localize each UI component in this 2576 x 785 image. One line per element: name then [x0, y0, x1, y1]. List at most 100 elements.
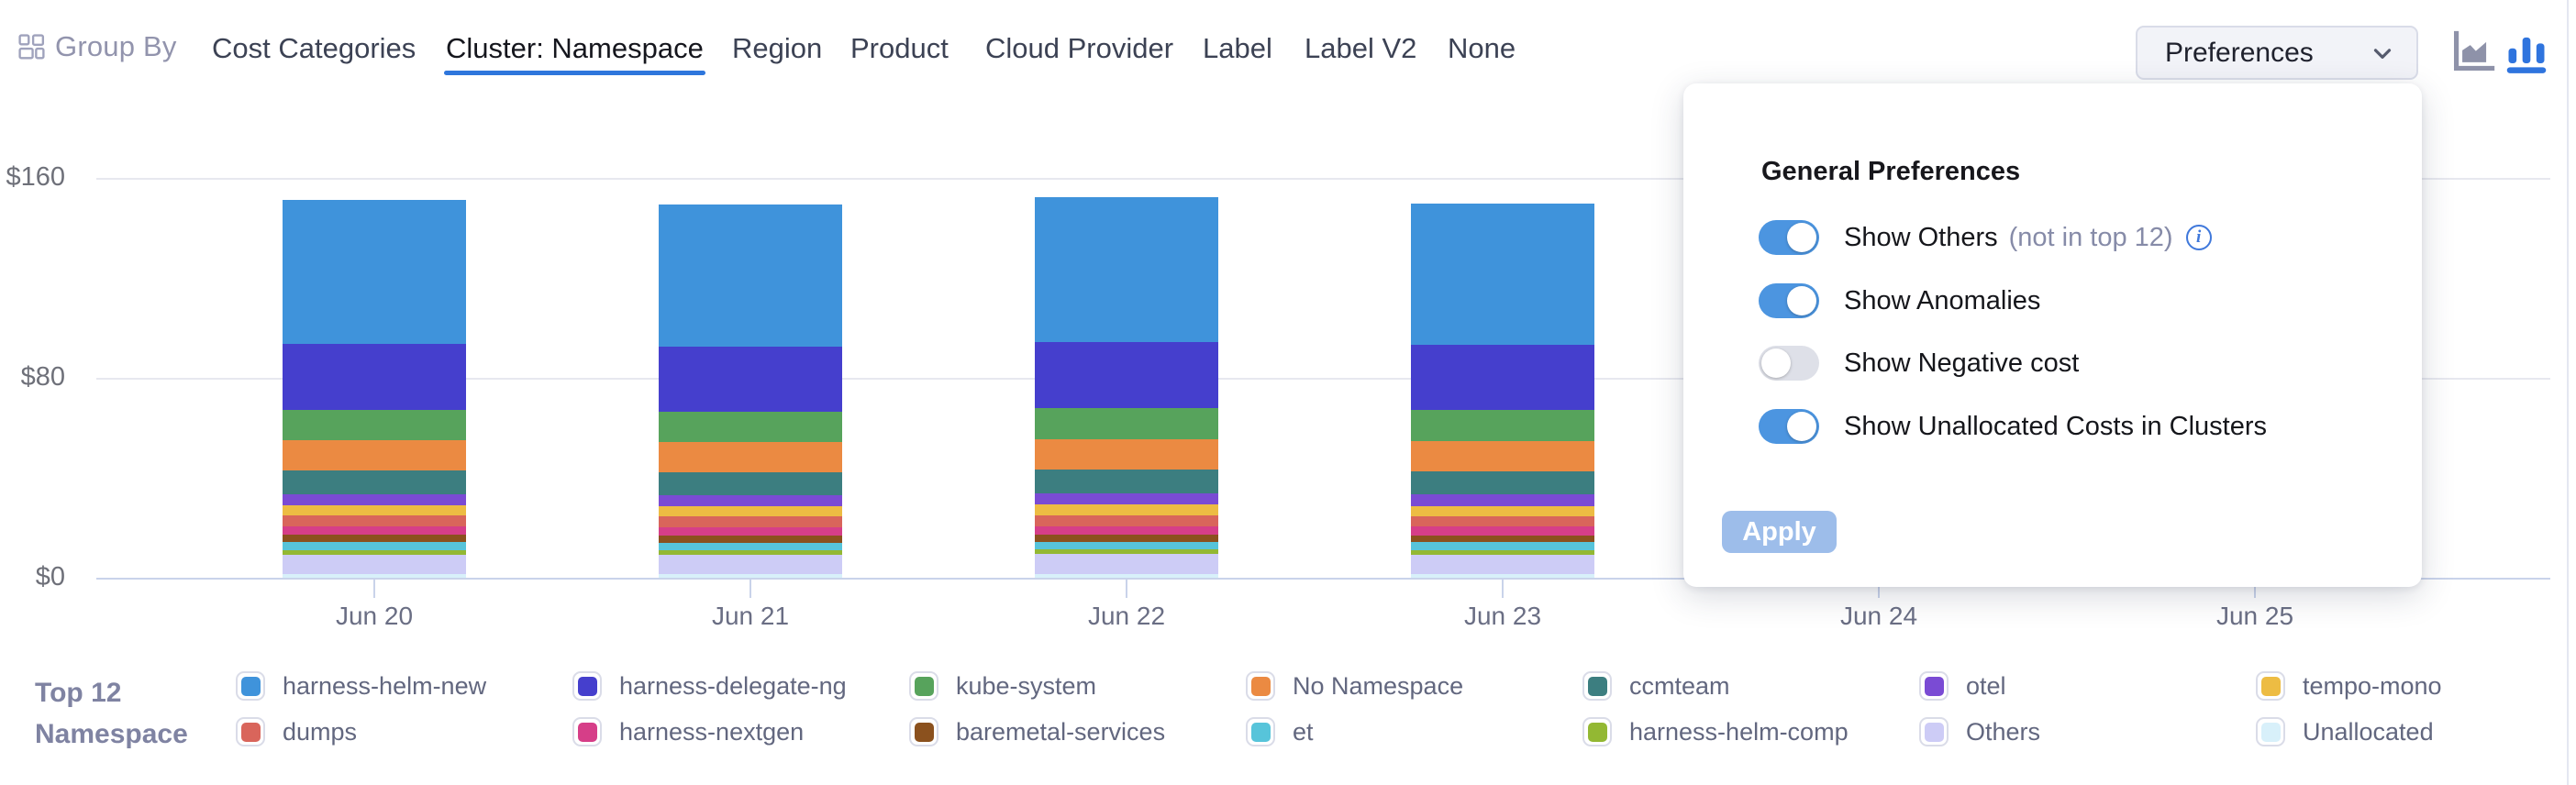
bar-segment-no-namespace[interactable] [1411, 441, 1594, 471]
bar-segment-harness-delegate-ng[interactable] [1035, 342, 1218, 409]
tab-cloud-provider[interactable]: Cloud Provider [985, 32, 1174, 64]
tab-cluster-namespace[interactable]: Cluster: Namespace [444, 30, 705, 75]
legend-item-harness-helm-comp[interactable]: harness-helm-comp [1582, 717, 1849, 746]
bar-segment-others[interactable] [1035, 554, 1218, 574]
bar-segment-kube-system[interactable] [283, 409, 466, 441]
bar-segment-dumps[interactable] [283, 515, 466, 527]
bar-segment-harness-nextgen[interactable] [283, 526, 466, 536]
tab-label-v2[interactable]: Label V2 [1305, 32, 1417, 64]
bar-segment-et[interactable] [283, 542, 466, 550]
stacked-bar-jun-23[interactable] [1411, 203, 1594, 578]
bar-segment-otel[interactable] [283, 493, 466, 506]
bar-segment-tempo-mono[interactable] [1035, 504, 1218, 515]
stacked-bar-jun-21[interactable] [659, 205, 842, 578]
bar-segment-dumps[interactable] [1035, 514, 1218, 526]
stacked-bar-jun-20[interactable] [283, 199, 466, 578]
tab-cost-categories[interactable]: Cost Categories [212, 32, 416, 64]
legend-item-unallocated[interactable]: Unallocated [2256, 717, 2434, 746]
tab-label[interactable]: Label [1203, 32, 1272, 64]
bar-segment-harness-helm-comp[interactable] [283, 549, 466, 555]
bar-segment-others[interactable] [1411, 554, 1594, 574]
legend-title-line2: Namespace [35, 719, 188, 749]
legend-item-dumps[interactable]: dumps [236, 717, 357, 746]
toggle-row-show-unallocated-costs-in-clusters: Show Unallocated Costs in Clusters [1759, 409, 2267, 444]
y-axis-tick-label: $0 [35, 562, 65, 592]
preferences-dropdown-button[interactable]: Preferences [2136, 26, 2418, 80]
legend-item-tempo-mono[interactable]: tempo-mono [2256, 671, 2442, 701]
bar-segment-otel[interactable] [1035, 492, 1218, 505]
bar-segment-otel[interactable] [1411, 494, 1594, 506]
legend-item-kube-system[interactable]: kube-system [909, 671, 1096, 701]
legend-item-et[interactable]: et [1246, 717, 1314, 746]
bar-segment-baremetal-services[interactable] [1035, 535, 1218, 542]
bar-segment-harness-helm-comp[interactable] [1411, 549, 1594, 555]
x-axis-tick [1502, 578, 1504, 598]
bar-segment-unallocated[interactable] [283, 573, 466, 578]
bar-segment-tempo-mono[interactable] [1411, 505, 1594, 516]
x-axis-label-jun-25: Jun 25 [2215, 602, 2294, 630]
tab-region[interactable]: Region [732, 32, 823, 64]
bar-segment-baremetal-services[interactable] [659, 535, 842, 543]
legend-swatch-ring [1246, 671, 1275, 701]
legend-item-baremetal-services[interactable]: baremetal-services [909, 717, 1165, 746]
bar-segment-ccmteam[interactable] [283, 470, 466, 494]
bar-segment-unallocated[interactable] [1035, 573, 1218, 578]
bar-segment-harness-nextgen[interactable] [1411, 526, 1594, 536]
bar-segment-harness-helm-new[interactable] [1411, 203, 1594, 345]
legend-item-harness-helm-new[interactable]: harness-helm-new [236, 671, 486, 701]
bar-segment-ccmteam[interactable] [659, 471, 842, 495]
bar-segment-et[interactable] [1411, 542, 1594, 550]
bar-segment-baremetal-services[interactable] [1411, 535, 1594, 543]
bar-segment-harness-nextgen[interactable] [659, 526, 842, 536]
area-chart-icon[interactable] [2449, 28, 2497, 80]
bar-segment-ccmteam[interactable] [1035, 470, 1218, 493]
bar-segment-harness-delegate-ng[interactable] [1411, 344, 1594, 411]
bar-segment-et[interactable] [659, 542, 842, 550]
bar-segment-no-namespace[interactable] [1035, 439, 1218, 470]
bar-segment-dumps[interactable] [1411, 515, 1594, 527]
bar-segment-harness-delegate-ng[interactable] [659, 347, 842, 412]
bar-segment-harness-delegate-ng[interactable] [283, 344, 466, 410]
toggle-switch-on[interactable] [1759, 409, 1819, 444]
bar-segment-baremetal-services[interactable] [283, 535, 466, 543]
tab-none[interactable]: None [1448, 32, 1516, 64]
legend-item-others[interactable]: Others [1919, 717, 2040, 746]
bar-segment-kube-system[interactable] [1411, 410, 1594, 442]
bar-segment-harness-helm-comp[interactable] [659, 549, 842, 555]
bar-segment-harness-helm-new[interactable] [1035, 196, 1218, 343]
bar-segment-tempo-mono[interactable] [659, 506, 842, 517]
bar-segment-unallocated[interactable] [1411, 573, 1594, 578]
legend-item-no-namespace[interactable]: No Namespace [1246, 671, 1463, 701]
bar-segment-no-namespace[interactable] [659, 442, 842, 472]
bar-segment-kube-system[interactable] [1035, 408, 1218, 440]
bar-chart-icon[interactable] [2503, 28, 2576, 578]
toggle-switch-on[interactable] [1759, 220, 1819, 255]
bar-segment-ccmteam[interactable] [1411, 470, 1594, 495]
info-icon[interactable] [2185, 225, 2212, 250]
bar-segment-harness-helm-new[interactable] [659, 205, 842, 348]
legend-swatch [1587, 676, 1607, 696]
bar-segment-dumps[interactable] [659, 516, 842, 527]
toggle-switch-on[interactable] [1759, 283, 1819, 318]
apply-button[interactable]: Apply [1722, 511, 1837, 553]
legend-item-harness-nextgen[interactable]: harness-nextgen [572, 717, 804, 746]
x-axis-line [96, 578, 2550, 580]
bar-segment-harness-helm-new[interactable] [283, 199, 466, 345]
bar-segment-kube-system[interactable] [659, 411, 842, 443]
bar-segment-tempo-mono[interactable] [283, 505, 466, 516]
bar-segment-harness-nextgen[interactable] [1035, 525, 1218, 536]
bar-segment-others[interactable] [283, 554, 466, 574]
bar-segment-harness-helm-comp[interactable] [1035, 549, 1218, 555]
legend-item-harness-delegate-ng[interactable]: harness-delegate-ng [572, 671, 847, 701]
bar-segment-et[interactable] [1035, 541, 1218, 550]
tab-product[interactable]: Product [850, 32, 949, 64]
bar-segment-no-namespace[interactable] [283, 440, 466, 471]
bar-segment-otel[interactable] [659, 494, 842, 507]
legend-title-line1: Top 12 [35, 678, 122, 708]
bar-segment-unallocated[interactable] [659, 573, 842, 578]
legend-item-otel[interactable]: otel [1919, 671, 2006, 701]
legend-item-ccmteam[interactable]: ccmteam [1582, 671, 1730, 701]
bar-segment-others[interactable] [659, 554, 842, 574]
toggle-switch-off[interactable] [1759, 346, 1819, 381]
stacked-bar-jun-22[interactable] [1035, 196, 1218, 578]
